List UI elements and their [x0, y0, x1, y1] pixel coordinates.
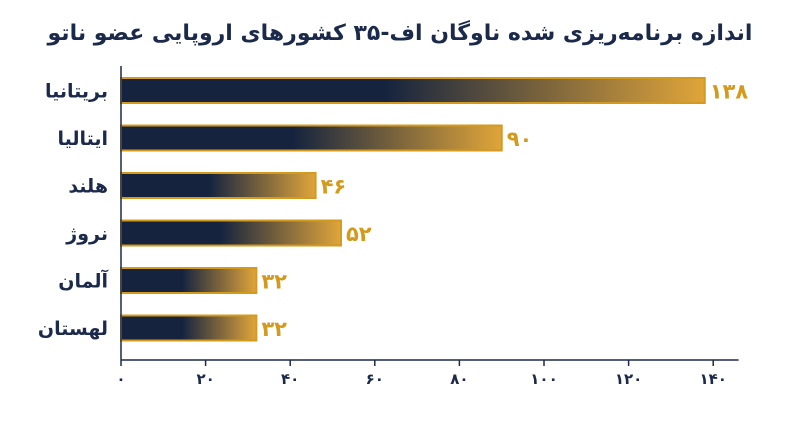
x-axis: ۰ ۲۰ ۴۰ ۶۰ ۸۰ ۱۰۰ ۱۲۰ ۱۴۰	[116, 66, 739, 388]
value-label: ۴۶	[321, 175, 347, 199]
category-label: ایتالیا	[57, 128, 108, 150]
bar-5	[120, 314, 258, 342]
x-tick-label: ۶۰	[366, 370, 384, 388]
category-label: آلمان	[58, 269, 108, 293]
bar-0	[120, 77, 706, 104]
value-label: ۹۰	[507, 127, 533, 151]
value-label: ۳۲	[261, 270, 287, 294]
x-tick-label: ۱۰۰	[530, 370, 557, 388]
x-tick-label: ۴۰	[281, 370, 299, 388]
category-label: بریتانیا	[45, 81, 108, 103]
category-label: نروژ	[65, 223, 108, 245]
bar-1	[120, 124, 503, 152]
x-tick-label: ۱۲۰	[615, 370, 642, 388]
bar-3	[120, 219, 342, 247]
bars-group: بریتانیا ۱۳۸ ایتالیا ۹۰ هلند ۴۶ نروژ ۵۲ آلمان ۳۲ ل…	[38, 77, 749, 342]
value-label: ۳۲	[261, 317, 287, 341]
category-label: هلند	[68, 176, 108, 198]
category-label: لهستان	[38, 318, 108, 340]
bar-4	[120, 267, 258, 294]
x-tick-label: ۰	[116, 370, 125, 388]
x-tick-label: ۱۴۰	[699, 370, 726, 388]
chart-title: اندازه برنامه‌ریزی شده ناوگان اف-۳۵ کشور…	[47, 19, 753, 46]
value-label: ۱۳۸	[710, 80, 749, 104]
x-tick-label: ۸۰	[450, 370, 468, 388]
x-tick-label: ۲۰	[196, 370, 214, 388]
value-label: ۵۲	[346, 222, 372, 246]
bar-2	[120, 172, 317, 199]
